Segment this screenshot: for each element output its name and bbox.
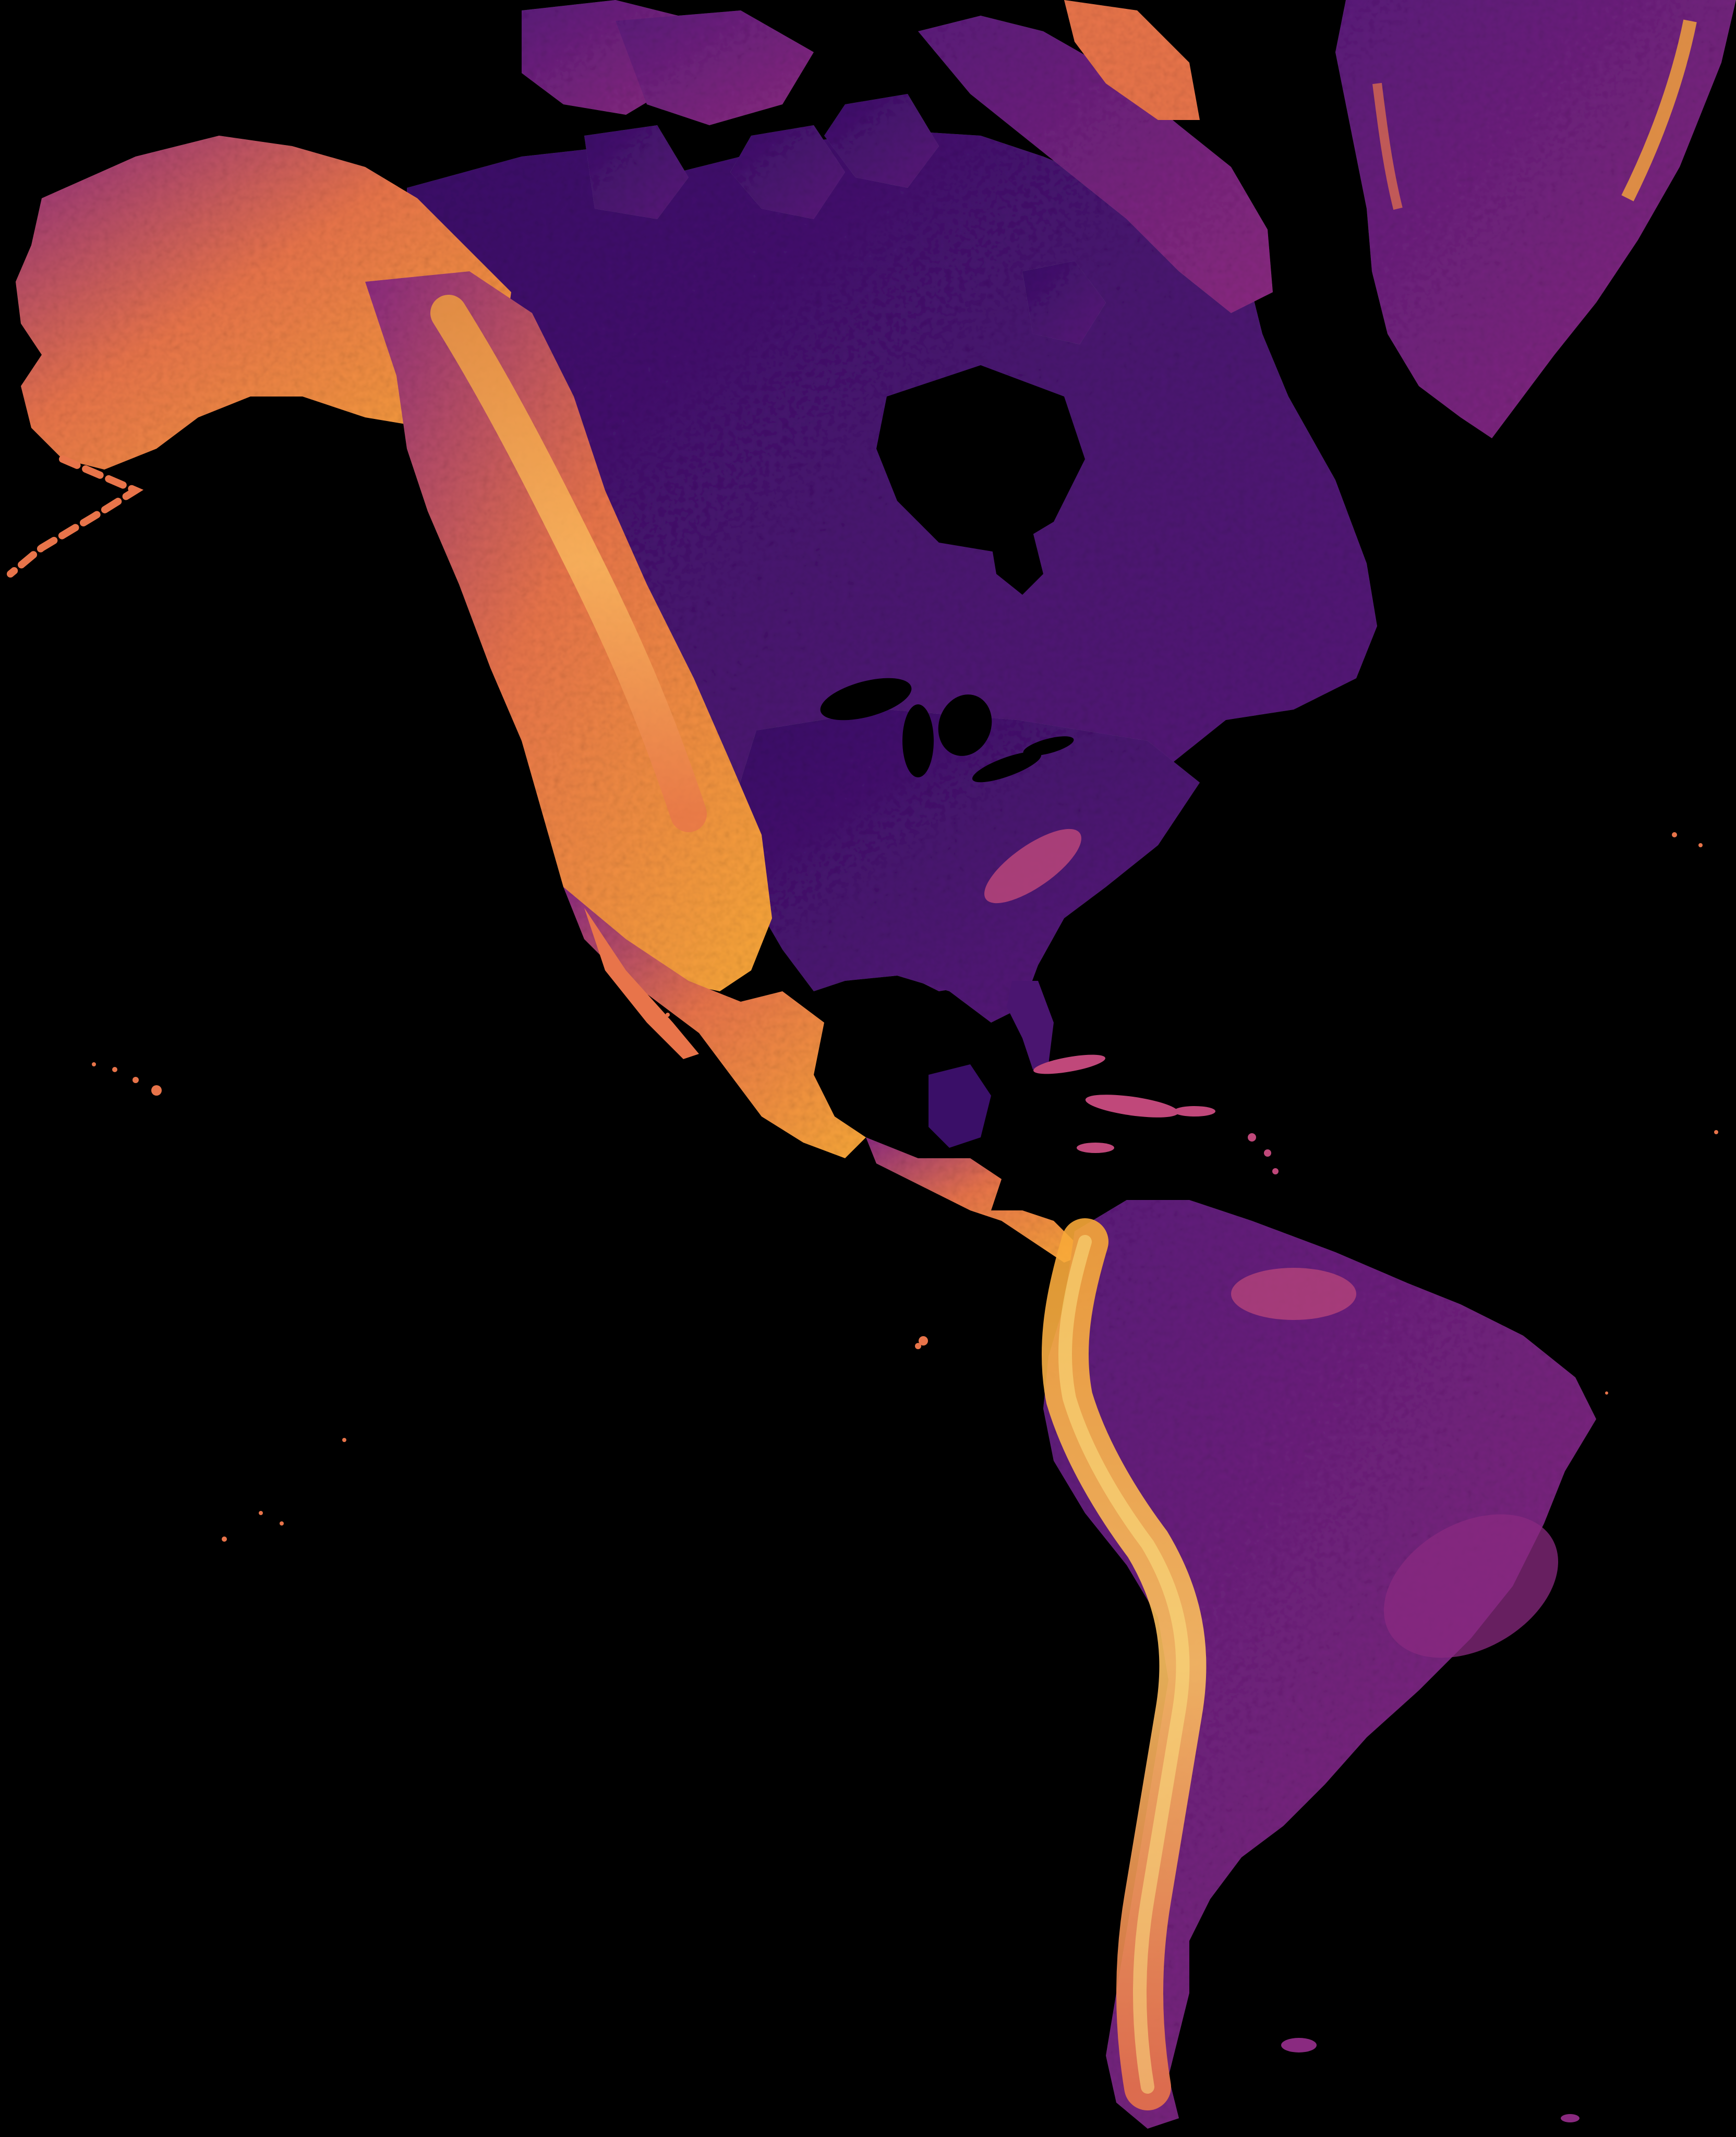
caribbean-islands	[1033, 1054, 1279, 1174]
guiana-highlands	[1231, 1268, 1356, 1320]
appalachian-highlight	[984, 829, 1081, 904]
pacific-islands	[92, 832, 1718, 1542]
james-bay	[991, 532, 1043, 595]
yucatan-peninsula	[929, 1064, 991, 1148]
greenland	[1335, 0, 1736, 438]
andes-core	[1058, 1235, 1190, 2094]
mexico	[563, 887, 866, 1158]
florida	[1007, 981, 1054, 1070]
canadian-arctic-archipelago	[522, 0, 1273, 344]
south-america	[1043, 1200, 1596, 2129]
greenland-west-coast-highlight	[1372, 82, 1403, 210]
greenland-east-coast-highlight	[1621, 19, 1697, 201]
brazilian-highlands	[1383, 1514, 1559, 1658]
great-lakes	[820, 678, 1074, 783]
alaska	[16, 136, 511, 470]
hudson-bay	[876, 365, 1085, 553]
rocky-ridge-highlight	[430, 295, 707, 832]
southern-islands	[1281, 2038, 1580, 2122]
baja-california	[584, 908, 699, 1059]
central-america	[866, 1137, 1095, 1263]
aleutian-islands	[7, 455, 144, 578]
eastern-united-states	[730, 710, 1200, 1023]
